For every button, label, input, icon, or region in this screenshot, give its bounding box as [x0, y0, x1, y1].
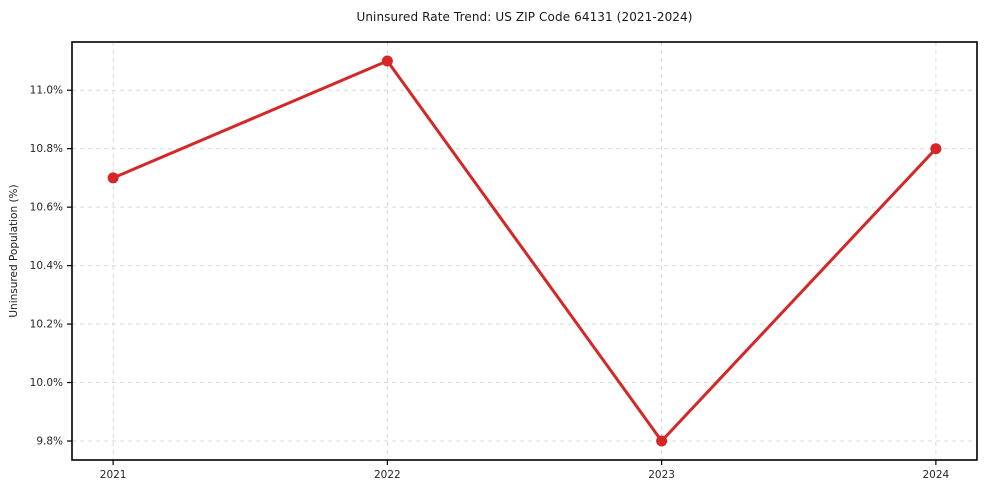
trend-line [111, 59, 938, 443]
chart-title: Uninsured Rate Trend: US ZIP Code 64131 … [356, 10, 693, 24]
y-tick-label: 11.0% [30, 85, 63, 97]
y-tick-label: 10.4% [30, 260, 63, 272]
data-point [381, 55, 393, 67]
x-tick-label: 2023 [648, 469, 675, 481]
x-tick-label: 2021 [100, 469, 127, 481]
y-tick-label: 10.0% [30, 377, 63, 389]
data-point [930, 143, 942, 155]
data-point [107, 172, 119, 184]
y-tick-label: 9.8% [36, 436, 63, 448]
plot-border [71, 41, 978, 461]
data-point [656, 435, 668, 447]
x-tick-label: 2024 [922, 469, 949, 481]
x-tick-label: 2022 [374, 469, 401, 481]
y-tick-label: 10.2% [30, 319, 63, 331]
y-tick-label: 10.6% [30, 202, 63, 214]
y-tick-label: 10.8% [30, 143, 63, 155]
